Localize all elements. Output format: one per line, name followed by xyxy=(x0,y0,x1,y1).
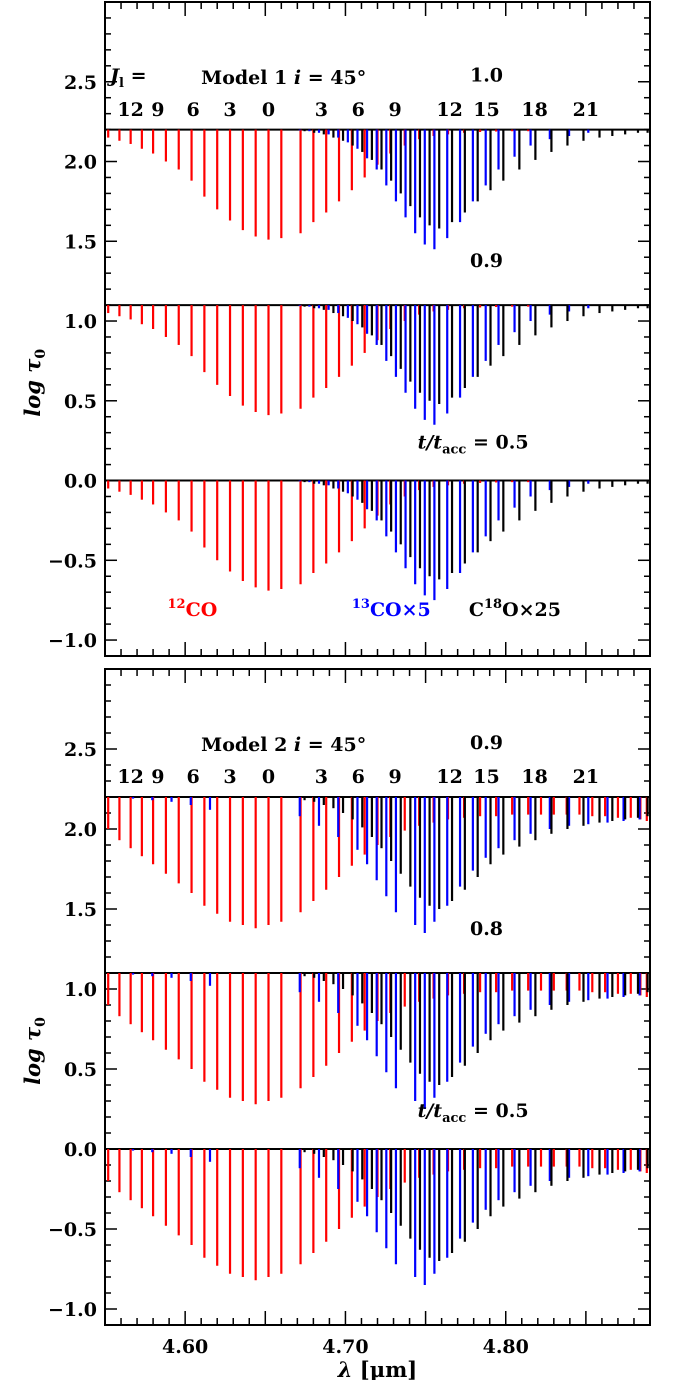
panel-model-1: −1.0 −0.5 0.0 0.5 1.0 1.5 2.0 2.5 log τ0 1.0 0.9 t/… xyxy=(20,1,651,657)
jl-tick-label: 0 xyxy=(262,766,275,788)
jl-tick-label: 18 xyxy=(521,99,547,121)
stack-1 xyxy=(105,304,650,425)
y-tick-label: 0.0 xyxy=(64,471,97,493)
y-tick-label: 2.0 xyxy=(64,152,97,174)
jl-tick-label: 6 xyxy=(187,99,200,121)
stack-1 xyxy=(105,972,650,1109)
y-tick-label: 1.0 xyxy=(64,311,97,333)
jl-prefix: Jl = xyxy=(107,65,147,91)
x-axis-ticks xyxy=(104,669,651,1325)
stack-0 xyxy=(105,796,650,933)
y-axis-label: log τ0 xyxy=(20,1017,49,1085)
y-tick-label: 1.0 xyxy=(64,979,97,1001)
jl-tick-label: 0 xyxy=(262,99,275,121)
jl-tick-label: 15 xyxy=(473,766,499,788)
jl-tick-label: 3 xyxy=(223,99,236,121)
stack-label: t/tacc = 0.5 xyxy=(418,1100,529,1126)
jl-ticks: 12 9 6 3 0 3 6 9 12 15 18 21 xyxy=(117,766,599,788)
y-tick-label: −0.5 xyxy=(48,550,97,572)
y-tick-label: −1.0 xyxy=(48,1299,97,1321)
legend-co13: 13CO×5 xyxy=(352,597,431,621)
panel-model-2: −1.0 −0.5 0.0 0.5 1.0 1.5 2.0 2.5 4.60 4.70 4.80 λ … xyxy=(20,668,651,1380)
model-label: Model 2 i = 45° xyxy=(201,734,366,756)
stack-2 xyxy=(105,479,650,601)
y-tick-label: 2.5 xyxy=(64,72,97,94)
x-tick-label: 4.80 xyxy=(483,1336,529,1358)
jl-tick-label: 9 xyxy=(151,766,164,788)
y-tick-label: 2.5 xyxy=(64,739,97,761)
jl-ticks: 12 9 6 3 0 3 6 9 12 15 18 21 xyxy=(117,99,599,121)
jl-tick-label: 21 xyxy=(573,766,599,788)
stack-label: 1.0 xyxy=(470,65,503,87)
y-axis-label: log τ0 xyxy=(20,349,49,417)
y-tick-label: 1.5 xyxy=(64,231,97,253)
stack-label: 0.9 xyxy=(470,250,503,272)
jl-tick-label: 12 xyxy=(117,99,143,121)
jl-tick-label: 6 xyxy=(352,766,365,788)
stack-0 xyxy=(105,128,650,250)
legend: 12CO 13CO×5 C18O×25 xyxy=(168,597,561,621)
y-tick-label: −0.5 xyxy=(48,1219,97,1241)
y-tick-label: 0.0 xyxy=(64,1139,97,1161)
y-tick-label: −1.0 xyxy=(48,630,97,652)
jl-tick-label: 3 xyxy=(315,99,328,121)
legend-co12: 12CO xyxy=(168,597,218,621)
jl-tick-label: 12 xyxy=(436,99,462,121)
y-tick-label: 0.5 xyxy=(64,391,97,413)
jl-tick-label: 6 xyxy=(187,766,200,788)
jl-tick-label: 3 xyxy=(315,766,328,788)
model-label: Model 1 i = 45° xyxy=(201,67,366,89)
jl-tick-label: 9 xyxy=(389,99,402,121)
jl-tick-label: 15 xyxy=(473,99,499,121)
jl-tick-label: 6 xyxy=(352,99,365,121)
jl-tick-label: 12 xyxy=(117,766,143,788)
jl-tick-label: 12 xyxy=(436,766,462,788)
stack-2 xyxy=(105,1148,650,1285)
y-tick-label: 0.5 xyxy=(64,1059,97,1081)
legend-c18o: C18O×25 xyxy=(469,597,561,621)
jl-tick-label: 21 xyxy=(573,99,599,121)
x-tick-label: 4.70 xyxy=(322,1336,368,1358)
jl-tick-label: 3 xyxy=(223,766,236,788)
stack-label: 0.8 xyxy=(470,918,503,940)
x-axis-ticks xyxy=(104,2,651,656)
jl-tick-label: 18 xyxy=(521,766,547,788)
stack-label: t/tacc = 0.5 xyxy=(418,432,529,458)
y-tick-label: 2.0 xyxy=(64,819,97,841)
x-tick-label: 4.60 xyxy=(162,1336,208,1358)
jl-tick-label: 9 xyxy=(151,99,164,121)
jl-tick-label: 9 xyxy=(389,766,402,788)
y-tick-label: 1.5 xyxy=(64,899,97,921)
x-axis-label: λ [μm] xyxy=(337,1357,418,1380)
stack-label: 0.9 xyxy=(470,732,503,754)
